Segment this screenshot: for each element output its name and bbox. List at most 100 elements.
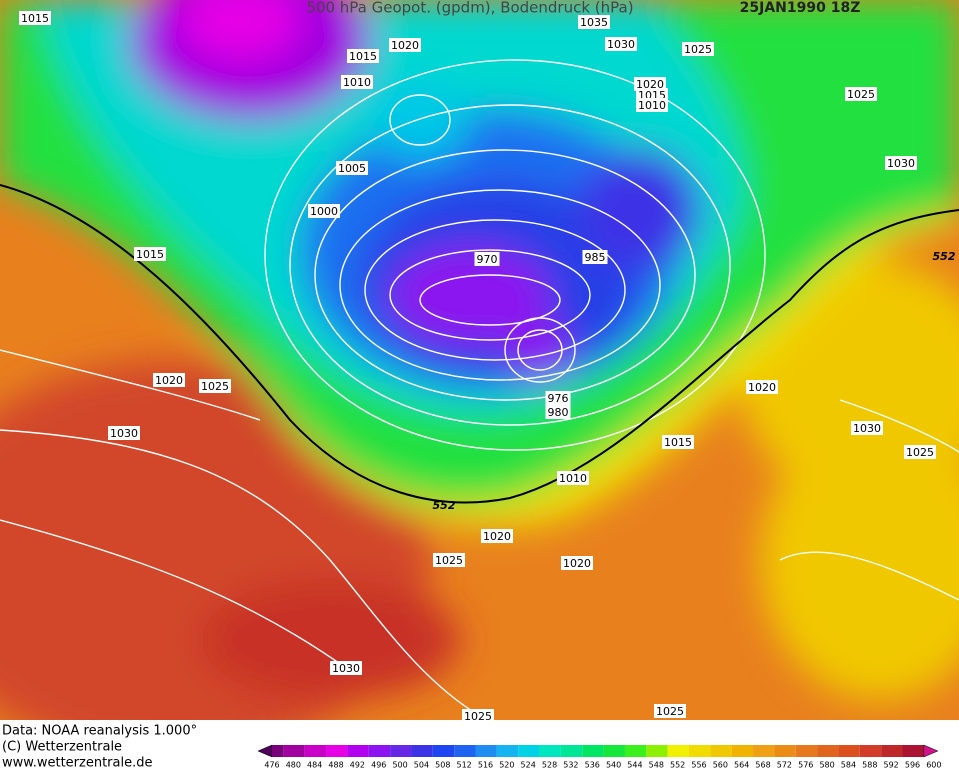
isobar-label: 1015 — [349, 50, 377, 63]
colorbar-label: 556 — [691, 761, 706, 770]
isobar-label-box — [199, 379, 231, 393]
isobars — [0, 59, 959, 717]
colorbar-label: 584 — [841, 761, 856, 770]
colorbar-label: 600 — [926, 761, 941, 770]
isobar-label-box — [308, 204, 340, 218]
colorbar-swatch — [795, 745, 818, 757]
isobar-label: 1035 — [580, 16, 608, 29]
isobar-label-box — [19, 11, 51, 25]
colorbar-label: 488 — [328, 761, 343, 770]
colorbar-swatch — [432, 745, 455, 757]
contour-label: 552 — [933, 250, 956, 263]
colorbar-arrow — [257, 744, 273, 758]
isobar-label-box — [845, 87, 877, 101]
isobar-label-box — [389, 38, 421, 52]
colorbar-swatch — [667, 745, 689, 757]
colorbar-label: 552 — [670, 761, 685, 770]
isobar-label: 1005 — [338, 162, 366, 175]
isobar-label: 1010 — [559, 472, 587, 485]
isobar-label-box — [545, 405, 571, 419]
colorbar-label: 532 — [563, 761, 578, 770]
colorbar-label: 520 — [499, 761, 514, 770]
colorbar-label: 476 — [264, 761, 279, 770]
isobar-label: 1030 — [853, 422, 881, 435]
colorbar-label: 512 — [457, 761, 472, 770]
colorbar-swatch — [411, 745, 433, 757]
colorbar-label: 592 — [884, 761, 899, 770]
isobar-label: 1030 — [607, 38, 635, 51]
colorbar-label: 576 — [798, 761, 813, 770]
map-title: 500 hPa Geopot. (gpdm), Bodendruck (hPa) — [306, 0, 633, 17]
colorbar-swatch — [817, 745, 839, 757]
colorbar-label: 492 — [350, 761, 365, 770]
isobar-label: 1010 — [638, 99, 666, 112]
colorbar-label: 580 — [819, 761, 834, 770]
isobar-label: 1015 — [136, 248, 164, 261]
isobar-label-box — [341, 75, 373, 89]
isobar-label-box — [605, 37, 637, 51]
isobar-label: 1015 — [664, 436, 692, 449]
isobar-label-box — [153, 373, 185, 387]
colorbar-label: 524 — [521, 761, 536, 770]
isobar-label-box — [545, 391, 571, 405]
footer-copyright: (C) Wetterzentrale — [2, 740, 122, 755]
isobar-label: 1010 — [343, 76, 371, 89]
isobar-label-box — [481, 529, 513, 543]
isobar-label-box — [851, 421, 883, 435]
colorbar-label: 544 — [627, 761, 642, 770]
isobar-label: 1030 — [110, 427, 138, 440]
colorbar-swatch — [838, 745, 860, 757]
isobar-label-box — [462, 709, 494, 720]
colorbar-swatch — [624, 745, 647, 757]
isobar-label: 1030 — [887, 157, 915, 170]
isobar-label-box — [134, 247, 166, 261]
colorbar-swatch — [390, 745, 412, 757]
colorbar-swatch — [539, 745, 561, 757]
footer-url: www.wetterzentrale.de — [2, 756, 152, 771]
isobar-label: 1025 — [656, 705, 684, 718]
colorbar-swatch — [753, 745, 775, 757]
isobar-label-layer: 1015 1020 1015 1010 1035 1030 1025 1020 1015 1010… — [19, 11, 956, 723]
isobar-label-box — [746, 380, 778, 394]
isobar-label: 1020 — [483, 530, 511, 543]
isobar-label: 1025 — [201, 380, 229, 393]
isobar-label: 1020 — [636, 78, 664, 91]
colorbar-swatch — [646, 745, 668, 757]
isobar-label-box — [557, 471, 589, 485]
colorbar-label: 496 — [371, 761, 386, 770]
isobar-label: 1025 — [684, 43, 712, 56]
colorbar-swatch — [368, 745, 391, 757]
isobar-label-box — [636, 98, 668, 112]
isobar-label-box — [330, 661, 362, 675]
isobar-label: 1025 — [847, 88, 875, 101]
isobar-label: 980 — [548, 406, 569, 419]
isobar-label-box — [336, 161, 368, 175]
isobar-label: 970 — [477, 253, 498, 266]
map-date: 25JAN1990 18Z — [740, 0, 861, 16]
colorbar-label: 588 — [862, 761, 877, 770]
colorbar-swatch — [689, 745, 711, 757]
colorbar-label: 540 — [606, 761, 621, 770]
colorbar-label: 536 — [585, 761, 600, 770]
isobar-label: 1020 — [748, 381, 776, 394]
colorbar-label: 528 — [542, 761, 557, 770]
isobar-label-box — [662, 435, 694, 449]
isobar-label-box — [578, 15, 610, 29]
isobar-label-box — [474, 252, 500, 266]
isobar-label-box — [561, 556, 593, 570]
colorbar-label: 568 — [755, 761, 770, 770]
isobar-label: 1025 — [435, 554, 463, 567]
isobar-label: 1025 — [464, 710, 492, 723]
isobar-label: 1000 — [310, 205, 338, 218]
colorbar-swatch — [774, 745, 796, 757]
footer-source: Data: NOAA reanalysis 1.000° — [2, 724, 197, 739]
isobar-label: 1020 — [563, 557, 591, 570]
colorbar-swatch — [518, 745, 540, 757]
isobar-label-box — [108, 426, 140, 440]
colorbar-swatch — [902, 745, 924, 757]
contour-552 — [0, 184, 959, 504]
isobar-label-box — [433, 553, 465, 567]
colorbar-swatch — [560, 745, 583, 757]
colorbar-swatch — [603, 745, 625, 757]
